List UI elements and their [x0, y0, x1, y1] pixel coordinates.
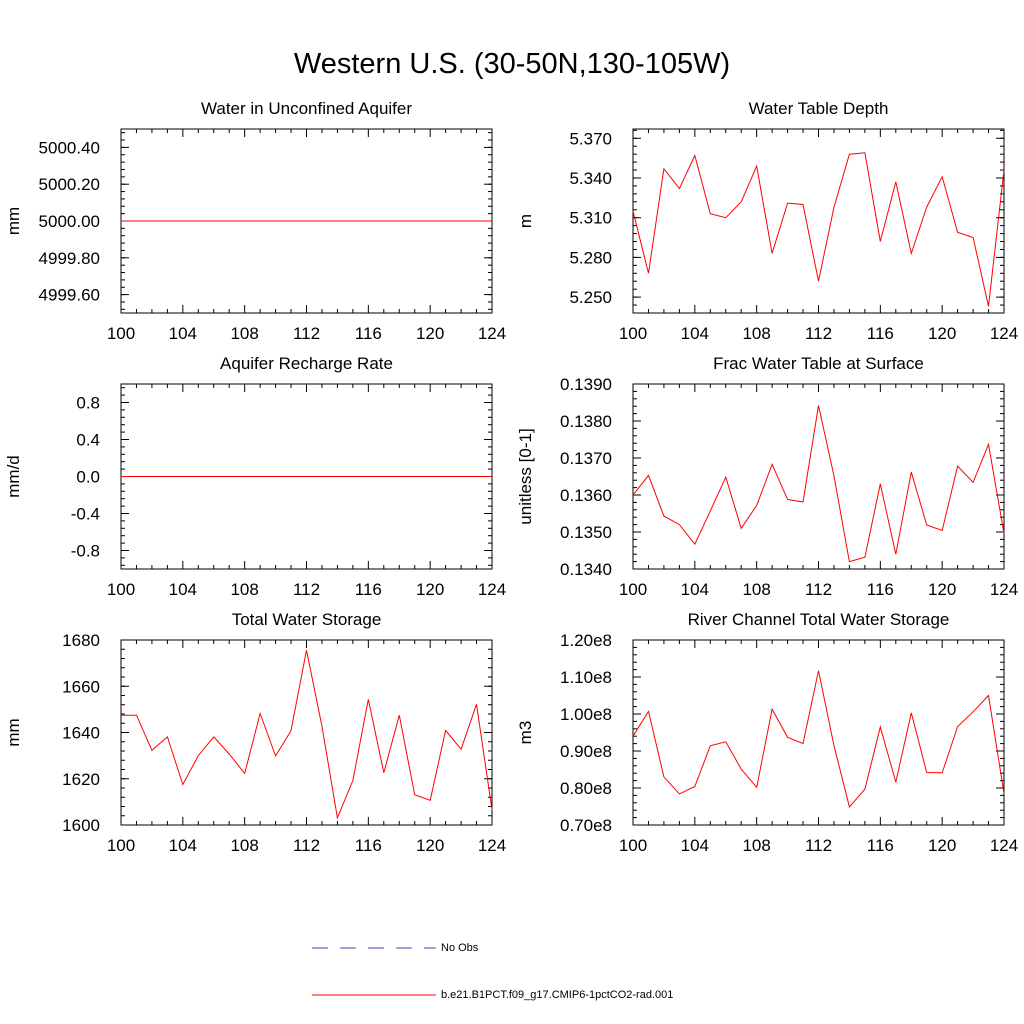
panel-2-xtick-label: 120: [928, 324, 956, 343]
panel-3-ytick-label: 0.4: [76, 431, 100, 450]
panel-6-ytick-label: 0.70e8: [560, 816, 612, 835]
panel-6-frame: [632, 639, 1005, 826]
panel-2-ylabel: m: [516, 214, 535, 228]
panel-5-xtick-label: 116: [355, 836, 382, 855]
panel-3-xtick-label: 120: [416, 580, 444, 599]
panel-2-title: Water Table Depth: [749, 99, 889, 118]
panel-4-xtick-label: 120: [928, 580, 956, 599]
panel-2-frame: [632, 128, 1005, 314]
panel-5-xtick-label: 124: [478, 836, 506, 855]
panel-5-title: Total Water Storage: [232, 610, 382, 629]
panel-1-xtick-label: 104: [169, 324, 197, 343]
panel-2-ytick-label: 5.370: [569, 129, 612, 148]
panel-4-ytick-label: 0.1360: [560, 486, 612, 505]
panel-4-xtick-label: 116: [867, 580, 894, 599]
panel-3-xtick-label: 112: [293, 580, 320, 599]
panel-4-series-line: [632, 405, 1005, 563]
panel-3-ytick-label: 0.0: [76, 468, 100, 487]
panel-6-xtick-label: 104: [681, 836, 709, 855]
panel-6-xtick-label: 108: [742, 836, 770, 855]
panel-2-ytick-label: 5.280: [569, 248, 612, 267]
panel-1-ytick-label: 4999.80: [39, 249, 100, 268]
panel-3-xtick-label: 104: [169, 580, 197, 599]
panel-5-xtick-label: 104: [169, 836, 197, 855]
panel-1-ytick-label: 5000.20: [39, 175, 100, 194]
panel-4-xtick-label: 108: [742, 580, 770, 599]
panel-5-series-line: [121, 650, 493, 820]
panel-1-xtick-label: 124: [478, 324, 506, 343]
panel-5-xtick-label: 112: [293, 836, 320, 855]
panel-1-ytick-label: 5000.00: [39, 212, 100, 231]
panel-3-xtick-label: 124: [478, 580, 506, 599]
panel-1-ytick-label: 5000.40: [39, 138, 100, 157]
figure-title: Western U.S. (30-50N,130-105W): [293, 48, 731, 80]
panel-6-ytick-label: 0.90e8: [560, 742, 612, 761]
panel-3-xtick-label: 116: [355, 580, 382, 599]
panel-6-ylabel: m3: [516, 721, 535, 745]
panel-4-title: Frac Water Table at Surface: [713, 354, 924, 373]
panel-6-series-line: [632, 670, 1005, 808]
panel-5-ytick-label: 1620: [62, 770, 100, 789]
panel-5-ytick-label: 1640: [62, 724, 100, 743]
panel-3-ytick-label: 0.8: [76, 394, 100, 413]
panel-6-xtick-label: 100: [619, 836, 647, 855]
panel-1-xtick-label: 120: [416, 324, 444, 343]
panel-2-xtick-label: 108: [742, 324, 770, 343]
panel-5-xtick-label: 100: [107, 836, 135, 855]
panel-4-xtick-label: 112: [805, 580, 832, 599]
panel-4-ytick-label: 0.1390: [560, 375, 612, 394]
panel-2-xtick-label: 116: [867, 324, 894, 343]
panel-4-ytick-label: 0.1350: [560, 523, 612, 542]
panel-4-xtick-label: 124: [990, 580, 1018, 599]
panel-4-ytick-label: 0.1370: [560, 449, 612, 468]
panel-1-xtick-label: 112: [293, 324, 320, 343]
panel-1-xtick-label: 100: [107, 324, 135, 343]
panel-6-title: River Channel Total Water Storage: [688, 610, 950, 629]
panel-2-ytick-label: 5.310: [569, 209, 612, 228]
panel-1-ytick-label: 4999.60: [39, 286, 100, 305]
panel-6-ytick-label: 1.00e8: [560, 705, 612, 724]
panel-3-xtick-label: 100: [107, 580, 135, 599]
panel-1-xtick-label: 108: [230, 324, 258, 343]
panel-2-ytick-label: 5.250: [569, 288, 612, 307]
panel-4-ylabel: unitless [0-1]: [516, 428, 535, 524]
panel-4-xtick-label: 100: [619, 580, 647, 599]
panel-5-xtick-label: 120: [416, 836, 444, 855]
panel-1-ylabel: mm: [4, 207, 23, 235]
panel-2-xtick-label: 104: [681, 324, 709, 343]
panel-6-xtick-label: 124: [990, 836, 1018, 855]
panel-5-ytick-label: 1660: [62, 677, 100, 696]
panel-6-ytick-label: 1.20e8: [560, 631, 612, 650]
panel-5-ylabel: mm: [4, 718, 23, 746]
panel-3-ylabel: mm/d: [4, 455, 23, 498]
panel-3-ytick-label: -0.4: [71, 505, 100, 524]
panel-2-xtick-label: 100: [619, 324, 647, 343]
panel-6-ytick-label: 0.80e8: [560, 779, 612, 798]
panel-2-series-line: [632, 152, 1005, 307]
panel-5-ytick-label: 1680: [62, 631, 100, 650]
panel-6-xtick-label: 116: [867, 836, 894, 855]
panel-1-xtick-label: 116: [355, 324, 382, 343]
panel-1-title: Water in Unconfined Aquifer: [201, 99, 412, 118]
panel-3-title: Aquifer Recharge Rate: [220, 354, 393, 373]
panel-5-frame: [120, 639, 493, 826]
panel-2-xtick-label: 124: [990, 324, 1018, 343]
panel-4-ytick-label: 0.1340: [560, 560, 612, 579]
panel-4-xtick-label: 104: [681, 580, 709, 599]
panel-6-ytick-label: 1.10e8: [560, 668, 612, 687]
panel-6-xtick-label: 112: [805, 836, 832, 855]
panel-5-xtick-label: 108: [230, 836, 258, 855]
panel-3-ytick-label: -0.8: [71, 542, 100, 561]
panel-6-xtick-label: 120: [928, 836, 956, 855]
panel-4-ytick-label: 0.1380: [560, 412, 612, 431]
panel-2-xtick-label: 112: [805, 324, 832, 343]
panel-3-xtick-label: 108: [230, 580, 258, 599]
panel-4-frame: [632, 383, 1005, 570]
panel-2-ytick-label: 5.340: [569, 169, 612, 188]
panel-5-ytick-label: 1600: [62, 816, 100, 835]
